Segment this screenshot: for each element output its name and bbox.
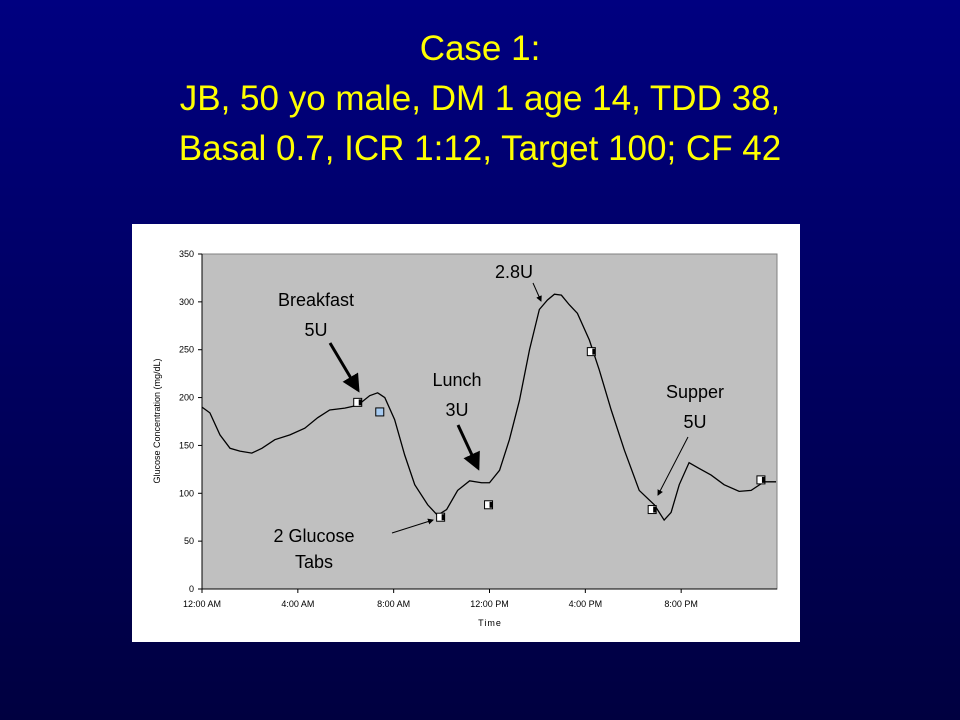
annotation: 5U bbox=[304, 320, 327, 340]
title-line: Case 1: bbox=[420, 29, 541, 68]
annotation: 5U bbox=[683, 412, 706, 432]
annotations: Breakfast 5U Lunch 3U 2.8U Supper 5U 2 G… bbox=[273, 262, 724, 572]
x-tick-label: 8:00 AM bbox=[377, 599, 410, 609]
arrow bbox=[657, 436, 689, 496]
y-axis-label: Glucose Concentration (mg/dL) bbox=[152, 358, 162, 483]
arrow bbox=[456, 424, 480, 471]
y-tick-label: 250 bbox=[179, 345, 194, 355]
meter-reading-fill bbox=[592, 348, 596, 355]
plot-area bbox=[201, 253, 778, 590]
annotation: 2.8U bbox=[495, 262, 533, 282]
y-tick-label: 150 bbox=[179, 440, 194, 450]
y-tick-label: 100 bbox=[179, 488, 194, 498]
y-tick-label: 0 bbox=[189, 584, 194, 594]
annotation: 3U bbox=[445, 400, 468, 420]
meter-reading-fill bbox=[761, 476, 765, 483]
x-tick-label: 12:00 PM bbox=[470, 599, 509, 609]
arrow bbox=[532, 282, 542, 302]
arrow bbox=[391, 518, 434, 534]
meter-reading-fill bbox=[653, 506, 657, 513]
x-tick-label: 4:00 PM bbox=[569, 599, 603, 609]
meter-reading-fill bbox=[358, 399, 362, 406]
annotation: Breakfast bbox=[278, 290, 354, 310]
plot: 0 50 100 150 200 250 300 350 12:00 AM 4:00 AM 8:00… bbox=[179, 249, 777, 609]
y-tick-label: 200 bbox=[179, 393, 194, 403]
annotation: Supper bbox=[666, 382, 724, 402]
y-tick-label: 350 bbox=[179, 249, 194, 259]
annotation: Tabs bbox=[295, 552, 333, 572]
arrow bbox=[328, 342, 360, 393]
y-tick-label: 300 bbox=[179, 297, 194, 307]
x-tick-label: 12:00 AM bbox=[183, 599, 221, 609]
meter-reading-fill bbox=[489, 501, 493, 508]
meter-reading bbox=[375, 407, 385, 417]
y-tick-label: 50 bbox=[184, 536, 194, 546]
annotation: Lunch bbox=[432, 370, 481, 390]
meter-reading-fill bbox=[441, 514, 445, 521]
annotation: 2 Glucose bbox=[273, 526, 354, 546]
title-line: JB, 50 yo male, DM 1 age 14, TDD 38, bbox=[180, 79, 780, 118]
x-axis-label: Time bbox=[478, 618, 502, 628]
x-tick-label: 8:00 PM bbox=[664, 599, 698, 609]
x-tick-label: 4:00 AM bbox=[281, 599, 314, 609]
glucose-line bbox=[201, 293, 777, 522]
title-line: Basal 0.7, ICR 1:12, Target 100; CF 42 bbox=[179, 129, 781, 168]
